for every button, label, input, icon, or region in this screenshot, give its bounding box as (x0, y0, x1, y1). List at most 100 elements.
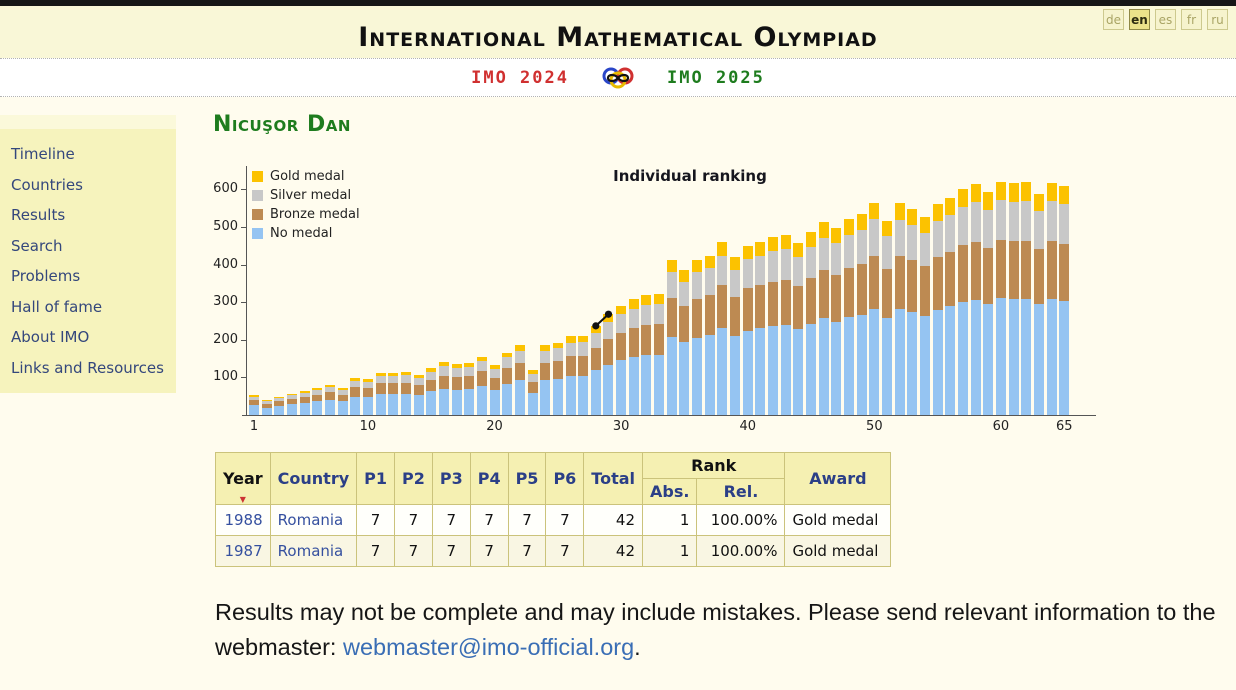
segment-gold-medal (286, 393, 297, 396)
segment-no-medal (1046, 298, 1057, 415)
segment-no-medal (578, 375, 589, 415)
segment-silver-medal (806, 246, 817, 279)
segment-no-medal (249, 405, 259, 415)
column-header-country[interactable]: Country (269, 452, 358, 505)
column-header-year[interactable]: Year ▼ (215, 452, 271, 505)
country-link[interactable]: Romania (269, 504, 358, 536)
column-header-rank-rel[interactable]: Rel. (696, 478, 786, 505)
column-header-p3[interactable]: P3 (431, 452, 471, 505)
imo-logo[interactable] (599, 65, 637, 91)
column-header-p5[interactable]: P5 (507, 452, 547, 505)
stacked-bar-imo-42 (768, 237, 779, 415)
imo-2024-link[interactable]: IMO 2024 (471, 67, 569, 88)
sidebar-item-countries[interactable]: Countries (11, 175, 83, 194)
segment-gold-medal (844, 219, 855, 236)
p3-score: 7 (431, 535, 471, 567)
segment-no-medal (882, 317, 892, 415)
segment-silver-medal (704, 268, 715, 296)
stacked-bar-imo-17 (451, 364, 462, 415)
segment-silver-medal (1059, 204, 1070, 244)
segment-gold-medal (818, 222, 829, 238)
total-score: 42 (583, 535, 644, 567)
segment-gold-medal (806, 232, 817, 247)
y-tick-label: 200 (213, 331, 238, 347)
lang-button-de[interactable]: de (1103, 9, 1124, 30)
segment-no-medal (476, 385, 487, 415)
segment-no-medal (1033, 304, 1044, 415)
segment-no-medal (831, 321, 842, 415)
segment-gold-medal (742, 245, 753, 260)
stacked-bar-imo-28 (590, 325, 601, 415)
sidebar-item-timeline[interactable]: Timeline (11, 145, 75, 163)
lang-button-en[interactable]: en (1129, 9, 1150, 30)
lang-button-fr[interactable]: fr (1181, 9, 1202, 30)
sidebar-item-about-imo[interactable]: About IMO (11, 328, 90, 346)
segment-gold-medal (654, 293, 665, 304)
segment-no-medal (717, 328, 728, 415)
page-title: International Mathematical Olympiad (358, 22, 878, 53)
imo-2025-link[interactable]: IMO 2025 (667, 67, 765, 88)
segment-gold-medal (388, 372, 399, 377)
stacked-bar-imo-41 (755, 241, 766, 415)
segment-silver-medal (945, 215, 956, 253)
segment-silver-medal (970, 202, 981, 242)
segment-gold-medal (730, 257, 741, 271)
segment-no-medal (375, 393, 386, 415)
segment-bronze-medal (957, 245, 968, 302)
column-header-p2[interactable]: P2 (394, 452, 433, 505)
sidebar-item-search[interactable]: Search (11, 236, 63, 255)
country-link[interactable]: Romania (269, 535, 358, 567)
segment-bronze-medal (882, 269, 892, 318)
stacked-bar-imo-5 (299, 390, 310, 415)
year-link[interactable]: 1987 (215, 535, 271, 567)
sidebar-item-results[interactable]: Results (11, 206, 66, 224)
segment-gold-medal (780, 234, 791, 250)
segment-bronze-medal (856, 264, 867, 315)
segment-silver-medal (793, 257, 804, 287)
stacked-bar-imo-65 (1059, 186, 1070, 415)
lang-button-es[interactable]: es (1155, 9, 1176, 30)
y-tick-label: 400 (213, 256, 238, 272)
segment-bronze-medal (514, 362, 525, 380)
segment-silver-medal (476, 361, 487, 371)
column-header-p4[interactable]: P4 (469, 452, 509, 505)
segment-no-medal (704, 335, 715, 415)
segment-bronze-medal (818, 270, 829, 319)
webmaster-email-link[interactable]: webmaster@imo-official.org (343, 634, 635, 660)
table-row-1988: 1988 Romania 7 7 7 7 7 7 42 1 100.00% Gold medal (215, 504, 892, 536)
stacked-bar-imo-16 (438, 362, 449, 415)
segment-silver-medal (578, 342, 589, 356)
column-header-total[interactable]: Total (583, 452, 644, 505)
segment-gold-medal (375, 372, 386, 377)
lang-button-ru[interactable]: ru (1207, 9, 1228, 30)
sidebar-item-problems[interactable]: Problems (11, 267, 81, 285)
stacked-bar-imo-45 (806, 232, 817, 415)
segment-no-medal (299, 402, 310, 415)
stacked-bar-imo-18 (464, 362, 475, 415)
segment-silver-medal (299, 392, 310, 397)
column-header-award[interactable]: Award (784, 452, 892, 505)
segment-silver-medal (274, 398, 285, 402)
chart-legend: Gold medal Silver medal Bronze medal No med… (252, 167, 360, 243)
year-link[interactable]: 1988 (215, 504, 271, 536)
column-header-rank-abs[interactable]: Abs. (642, 478, 698, 505)
segment-bronze-medal (565, 356, 576, 376)
segment-no-medal (388, 393, 399, 415)
stacked-bar-imo-26 (565, 336, 576, 415)
column-header-p1[interactable]: P1 (356, 452, 395, 505)
x-tick-label: 40 (739, 419, 756, 434)
segment-silver-medal (350, 380, 361, 388)
column-header-p6[interactable]: P6 (545, 452, 585, 505)
segment-gold-medal (666, 259, 677, 273)
stacked-bar-imo-44 (793, 243, 804, 415)
stacked-bar-imo-4 (286, 393, 297, 415)
sidebar-item-hall-of-fame[interactable]: Hall of fame (11, 297, 103, 316)
segment-bronze-medal (502, 367, 513, 384)
segment-silver-medal (312, 390, 323, 395)
segment-bronze-medal (438, 375, 449, 389)
sidebar-item-links-and-resources[interactable]: Links and Resources (11, 358, 164, 377)
segment-no-medal (856, 314, 867, 415)
segment-silver-medal (1008, 201, 1019, 242)
segment-silver-medal (451, 368, 462, 377)
segment-bronze-medal (654, 324, 665, 355)
